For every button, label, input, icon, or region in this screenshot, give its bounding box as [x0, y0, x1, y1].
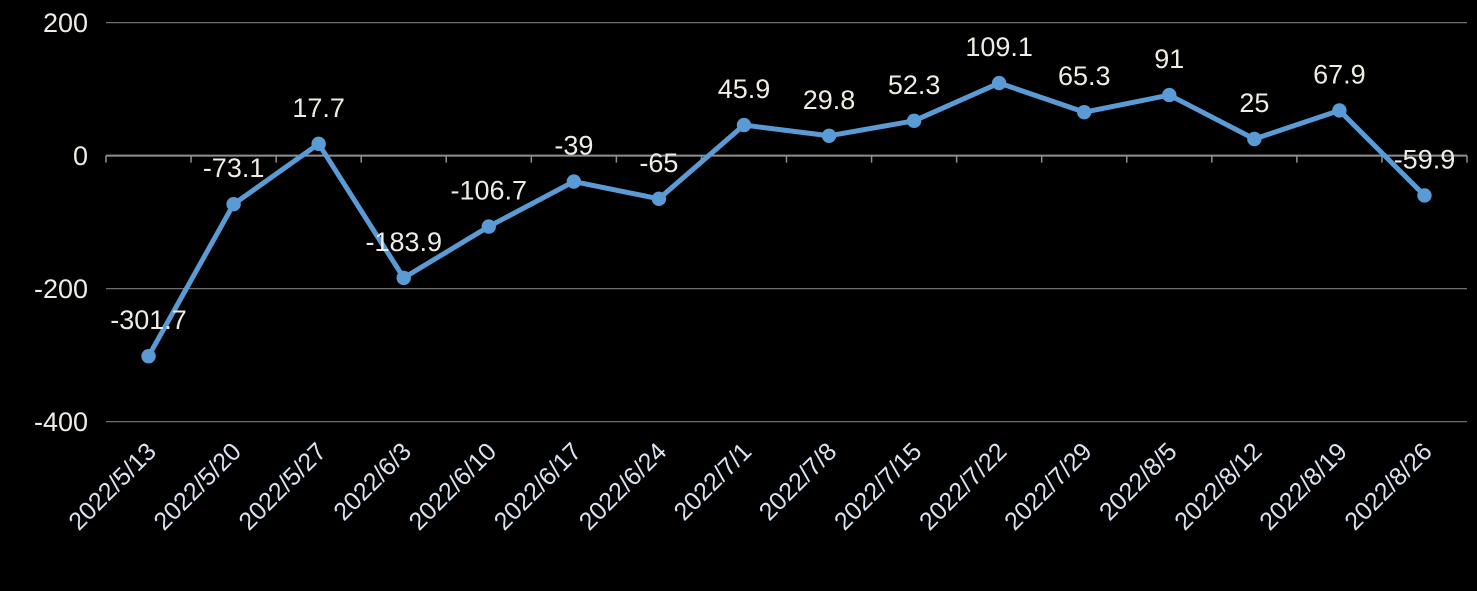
- data-label: -106.7: [451, 176, 528, 206]
- data-point-marker: [1332, 103, 1347, 118]
- data-point-marker: [736, 117, 752, 133]
- data-label: -183.9: [365, 227, 442, 257]
- x-axis-tick-label: 2022/6/24: [574, 437, 673, 536]
- x-axis-tick-label: 2022/7/22: [914, 437, 1012, 535]
- data-label: -39: [554, 131, 593, 161]
- x-axis-tick-label: 2022/5/13: [63, 437, 161, 535]
- x-axis-tick-label: 2022/7/29: [999, 437, 1097, 535]
- data-point-marker: [396, 270, 411, 286]
- data-label: 45.9: [718, 74, 771, 104]
- x-axis-tick-label: 2022/8/19: [1254, 437, 1352, 535]
- y-axis-tick-label: -200: [34, 274, 88, 304]
- x-axis-tick-label: 2022/8/26: [1339, 437, 1437, 535]
- data-point-marker: [311, 136, 326, 152]
- x-axis-tick-label: 2022/8/5: [1094, 437, 1183, 526]
- x-axis-tick-label: 2022/7/1: [669, 437, 758, 526]
- data-label: 67.9: [1313, 59, 1366, 89]
- data-point-marker: [226, 197, 241, 212]
- data-point-marker: [991, 75, 1007, 91]
- series-line: [146, 80, 1427, 359]
- data-point-marker: [651, 191, 667, 207]
- data-label: 25: [1239, 88, 1269, 118]
- data-point-marker: [1417, 188, 1432, 203]
- data-point-marker: [566, 174, 582, 189]
- data-point-marker: [1162, 87, 1177, 103]
- data-point-marker: [821, 128, 837, 143]
- data-point-marker: [1077, 104, 1092, 120]
- x-axis-tick-label: 2022/5/20: [148, 437, 246, 535]
- data-label: 109.1: [965, 32, 1033, 62]
- y-axis-tick-label: 0: [73, 141, 88, 171]
- data-label: -73.1: [203, 153, 265, 183]
- data-label: 52.3: [888, 70, 941, 100]
- y-axis-tick-label: 200: [43, 8, 88, 38]
- x-axis-tick-label: 2022/6/10: [404, 437, 502, 535]
- x-axis-tick-label: 2022/5/27: [233, 437, 331, 535]
- x-axis-tick-label: 2022/6/17: [489, 437, 587, 535]
- x-axis-tick-label: 2022/7/15: [829, 437, 927, 535]
- x-axis-tick-label: 2022/8/12: [1169, 437, 1267, 535]
- x-axis-tick-label: 2022/7/8: [754, 437, 843, 526]
- data-label: 29.8: [803, 85, 856, 115]
- data-label: -301.7: [110, 305, 187, 335]
- data-label: -65: [639, 148, 678, 178]
- data-point-marker: [906, 113, 922, 129]
- x-axis-tick-label: 2022/6/3: [328, 437, 417, 526]
- data-point-marker: [141, 349, 156, 364]
- data-point-marker: [481, 219, 496, 234]
- data-label: 91: [1154, 44, 1184, 74]
- data-label: 65.3: [1058, 61, 1111, 91]
- data-point-marker: [1247, 131, 1262, 147]
- data-label: 17.7: [292, 93, 345, 123]
- y-axis-tick-label: -400: [34, 407, 88, 437]
- data-label: -59.9: [1394, 144, 1456, 174]
